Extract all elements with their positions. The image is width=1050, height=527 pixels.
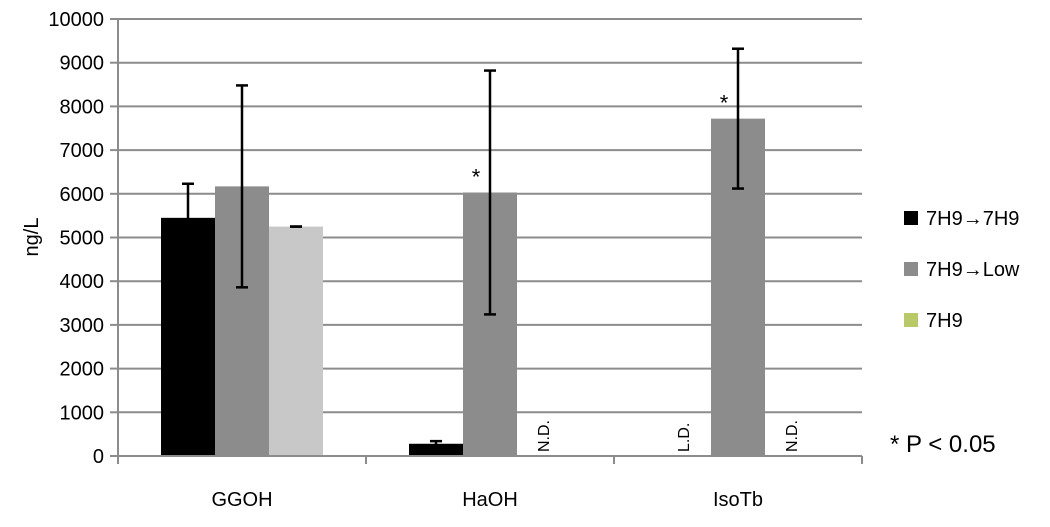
category-label: GGOH bbox=[211, 489, 272, 511]
legend-label: 7H9→7H9 bbox=[926, 208, 1019, 230]
bar bbox=[269, 226, 323, 456]
error-bars bbox=[182, 47, 744, 448]
y-tick-label: 10000 bbox=[48, 9, 104, 31]
legend-label: 7H9→Low bbox=[926, 259, 1020, 281]
legend-label: 7H9 bbox=[926, 310, 963, 332]
bar bbox=[409, 443, 463, 456]
bar-annotation: N.D. bbox=[784, 420, 801, 452]
y-tick-label: 0 bbox=[93, 446, 104, 468]
y-tick-label: 9000 bbox=[60, 53, 105, 75]
y-tick-label: 3000 bbox=[60, 315, 105, 337]
bars bbox=[161, 118, 765, 457]
y-tick-label: 7000 bbox=[60, 140, 105, 162]
y-tick-label: 8000 bbox=[60, 96, 105, 118]
legend: 7H9→7H9 7H9→Low 7H9 bbox=[904, 208, 1020, 332]
y-axis-ticks: 0 1000 2000 3000 4000 5000 6000 7000 8000 9000 100… bbox=[48, 9, 118, 468]
y-tick-label: 1000 bbox=[60, 402, 105, 424]
significance-note: * P < 0.05 bbox=[890, 431, 996, 458]
y-tick-label: 4000 bbox=[60, 271, 105, 293]
legend-swatch bbox=[904, 211, 918, 225]
y-tick-label: 5000 bbox=[60, 228, 105, 250]
axes bbox=[117, 19, 863, 464]
significance-marker: * bbox=[720, 91, 729, 116]
x-axis-categories: GGOH HaOH IsoTb bbox=[211, 489, 763, 511]
significance-marker: * bbox=[472, 164, 481, 189]
category-label: HaOH bbox=[462, 489, 518, 511]
category-label: IsoTb bbox=[713, 489, 763, 511]
y-tick-label: 2000 bbox=[60, 359, 105, 381]
bar-annotation: N.D. bbox=[536, 420, 553, 452]
bar-annotation: L.D. bbox=[676, 423, 693, 452]
bar bbox=[161, 217, 215, 456]
legend-swatch bbox=[904, 262, 918, 276]
y-axis-title: ng/L bbox=[21, 218, 43, 257]
legend-swatch bbox=[904, 313, 918, 327]
bar-annotations: N.D. L.D. N.D. * * bbox=[472, 91, 801, 452]
y-tick-label: 6000 bbox=[60, 184, 105, 206]
